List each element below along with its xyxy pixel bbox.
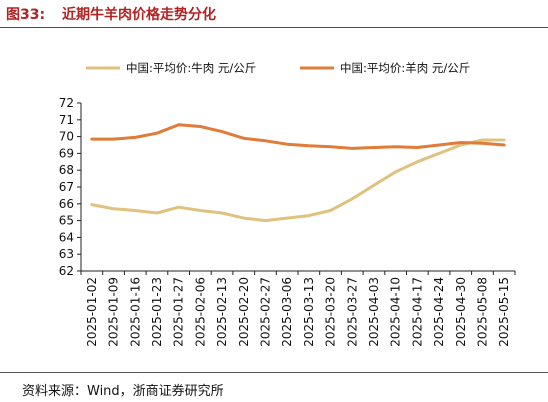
y-tick-label: 66 <box>59 197 74 211</box>
legend-label-beef: 中国:平均价:牛肉 元/公斤 <box>126 61 256 75</box>
x-tick-label: 2025-03-20 <box>324 277 338 347</box>
x-tick-label: 2025-01-23 <box>150 277 164 347</box>
x-tick-label: 2025-04-17 <box>410 277 424 347</box>
x-tick-label: 2025-02-20 <box>237 277 251 347</box>
x-axis: 2025-01-02 2025-01-09 2025-01-16 2025-01-23… <box>80 270 516 347</box>
x-tick-label: 2025-02-06 <box>193 277 207 347</box>
y-axis: 62 63 64 65 66 67 68 69 70 71 72 <box>59 96 82 278</box>
y-tick-label: 69 <box>59 146 74 160</box>
series-lines <box>90 123 506 223</box>
x-tick-label: 2025-05-08 <box>475 277 489 347</box>
line-chart: 中国:平均价:牛肉 元/公斤 中国:平均价:羊肉 元/公斤 62 63 64 65 66… <box>59 61 516 347</box>
legend-label-mutton: 中国:平均价:羊肉 元/公斤 <box>340 61 470 75</box>
x-tick-label: 2025-04-24 <box>432 277 446 347</box>
y-tick-label: 68 <box>59 163 74 177</box>
series-line-mutton <box>90 123 506 150</box>
figure-title: 图33: 近期牛羊肉价格走势分化 <box>6 4 216 24</box>
x-tick-label: 2025-04-10 <box>389 277 403 347</box>
y-tick-label: 71 <box>59 113 74 127</box>
y-tick-label: 70 <box>59 130 74 144</box>
x-tick-label: 2025-03-27 <box>345 277 359 347</box>
x-tick-label: 2025-04-30 <box>454 277 468 347</box>
figure-title-text: 近期牛羊肉价格走势分化 <box>61 7 216 23</box>
x-tick-label: 2025-03-06 <box>280 277 294 347</box>
source-note: 资料来源：Wind，浙商证券研究所 <box>22 384 224 399</box>
title-rule <box>0 27 548 28</box>
x-tick-label: 2025-03-13 <box>302 277 316 347</box>
series-line-beef <box>90 138 506 223</box>
x-tick-label: 2025-05-15 <box>497 277 511 347</box>
x-tick-label: 2025-02-27 <box>258 277 272 347</box>
y-tick-label: 65 <box>59 214 74 228</box>
y-tick-label: 72 <box>59 96 74 110</box>
x-tick-label: 2025-01-02 <box>85 277 99 347</box>
y-tick-label: 64 <box>59 230 74 244</box>
x-tick-label: 2025-01-27 <box>172 277 186 347</box>
y-tick-label: 62 <box>59 264 74 278</box>
figure-number: 图33: <box>6 7 46 23</box>
legend: 中国:平均价:牛肉 元/公斤 中国:平均价:羊肉 元/公斤 <box>86 61 470 75</box>
y-tick-label: 63 <box>59 247 74 261</box>
y-tick-label: 67 <box>59 180 74 194</box>
x-tick-label: 2025-01-09 <box>107 277 121 347</box>
x-tick-label: 2025-02-13 <box>215 277 229 347</box>
x-tick-label: 2025-04-03 <box>367 277 381 347</box>
footer-rule <box>0 372 548 373</box>
x-tick-label: 2025-01-16 <box>128 277 142 347</box>
